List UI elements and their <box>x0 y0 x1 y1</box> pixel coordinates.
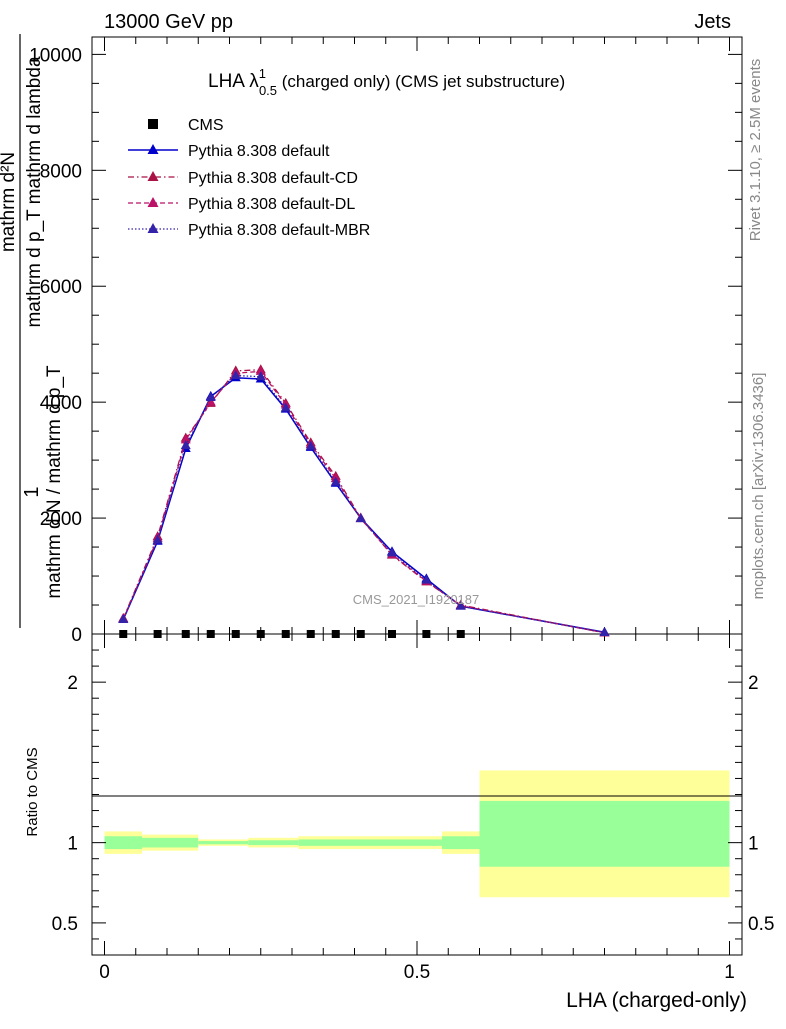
ratio-ytick-label-right-1: 1 <box>748 834 759 855</box>
series-marker-dl-5 <box>255 365 266 375</box>
cms-point-4 <box>231 630 240 638</box>
plot-title-sub: 0.5 <box>259 83 277 98</box>
main-ytick-label-1: 2000 <box>40 509 82 530</box>
ratio-band-inner-5 <box>354 839 442 846</box>
main-ytick-label-5: 10000 <box>29 45 82 66</box>
legend-label-dl: Pythia 8.308 default-DL <box>188 196 355 213</box>
ratio-y-axis-label: Ratio to CMS <box>24 747 41 836</box>
main-ytick-label-3: 6000 <box>40 277 82 298</box>
energy-label: 13000 GeV pp <box>104 11 233 33</box>
cms-point-0 <box>119 630 128 638</box>
main-y-axis-label: 1 mathrm d N / mathrm d p_T mathrm d²N m… <box>0 34 65 628</box>
ylabel-d2N: mathrm d²N <box>0 152 19 252</box>
mcplots-label: mcplots.cern.ch [arXiv:1306.3436] <box>750 373 767 600</box>
cms-point-8 <box>331 630 340 638</box>
ratio-xtick-label-1: 0.5 <box>404 962 430 983</box>
legend-marker-cms <box>148 119 158 129</box>
ratio-band-inner-6 <box>442 836 480 850</box>
series-marker-mbr-10 <box>387 547 397 557</box>
series-line-dl <box>122 370 605 634</box>
legend-label-default: Pythia 8.308 default <box>188 143 330 160</box>
ratio-xtick-label-2: 1 <box>724 962 735 983</box>
ratio-band-inner-4 <box>298 839 355 846</box>
series-marker-mbr-7 <box>305 440 316 450</box>
ylabel-dN-dpT: mathrm d N / mathrm d p_T <box>44 365 65 599</box>
legend-marker-mbr <box>147 223 159 233</box>
ylabel-one: 1 <box>21 486 43 497</box>
ratio-ytick-label-right-0: 0.5 <box>748 914 774 935</box>
ratio-band-inner-7 <box>479 800 730 867</box>
series-marker-mbr-8 <box>330 476 341 486</box>
ratio-axis-ticks: 0.5 0.5 1 1 2 2 0 0.5 1 <box>52 634 774 983</box>
legend: CMS Pythia 8.308 default Pythia 8.308 de… <box>128 117 370 239</box>
ratio-ytick-label-left-0: 0.5 <box>52 914 78 935</box>
series-marker-mbr-6 <box>280 402 291 412</box>
series-marker-mbr-2 <box>180 440 191 450</box>
cms-point-6 <box>281 630 290 638</box>
cms-point-10 <box>388 630 396 638</box>
series-line-mbr <box>122 374 605 634</box>
series-marker-mbr-12 <box>455 600 466 610</box>
series-marker-mbr-0 <box>118 614 129 624</box>
ratio-band-inner-3 <box>248 840 299 846</box>
cms-point-9 <box>356 630 365 638</box>
main-ytick-label-2: 4000 <box>40 393 82 414</box>
legend-marker-default <box>147 144 159 154</box>
rivet-version-label: Rivet 3.1.10, ≥ 2.5M events <box>747 59 764 242</box>
cms-point-3 <box>206 630 215 638</box>
series-layer <box>118 364 610 638</box>
plot-title-rest: (charged only) (CMS jet substructure) <box>277 72 565 91</box>
series-marker-mbr-9 <box>355 513 366 523</box>
legend-label-cd: Pythia 8.308 default-CD <box>188 170 358 187</box>
plot-title-main: LHA λ <box>208 71 259 92</box>
series-marker-mbr-11 <box>421 574 432 584</box>
legend-marker-dl <box>147 197 159 207</box>
legend-marker-cd <box>147 171 159 181</box>
ratio-ytick-label-left-2: 2 <box>67 673 78 694</box>
ratio-ytick-label-left-1: 1 <box>67 834 78 855</box>
main-ytick-label-0: 0 <box>71 625 82 646</box>
category-label: Jets <box>694 11 731 33</box>
series-marker-dl-3 <box>205 396 216 406</box>
ylabel-dpT-dlambda: mathrm d p_T mathrm d lambda <box>24 56 45 327</box>
ratio-xtick-label-0: 0 <box>99 962 110 983</box>
cms-point-12 <box>456 630 465 638</box>
x-axis-label: LHA (charged-only) <box>566 989 747 1012</box>
series-marker-mbr-5 <box>255 371 266 381</box>
ratio-band-inner-2 <box>198 841 249 845</box>
ratio-band-inner-1 <box>142 837 199 848</box>
cms-point-5 <box>256 630 265 638</box>
cms-point-7 <box>306 630 315 638</box>
ratio-ytick-label-right-2: 2 <box>748 673 759 694</box>
ratio-band-inner-0 <box>104 836 142 850</box>
cms-point-1 <box>153 630 162 638</box>
ratio-bands <box>104 770 730 898</box>
series-marker-mbr-4 <box>230 369 241 379</box>
main-axis-ticks: 0 2000 4000 6000 8000 10000 <box>29 37 742 646</box>
plot-title: LHA λ1 0.5 (charged only) (CMS jet substr… <box>208 66 565 98</box>
main-ytick-label-4: 8000 <box>40 161 82 182</box>
series-marker-mbr-1 <box>152 534 163 544</box>
analysis-watermark: CMS_2021_I1920187 <box>353 592 480 607</box>
legend-label-mbr: Pythia 8.308 default-MBR <box>188 222 370 239</box>
cms-point-11 <box>422 630 431 638</box>
series-marker-mbr-3 <box>205 392 216 402</box>
cms-point-2 <box>181 630 190 638</box>
legend-label-cms: CMS <box>188 117 224 134</box>
plot-title-sup: 1 <box>259 66 266 81</box>
series-marker-mbr-13 <box>599 627 610 637</box>
